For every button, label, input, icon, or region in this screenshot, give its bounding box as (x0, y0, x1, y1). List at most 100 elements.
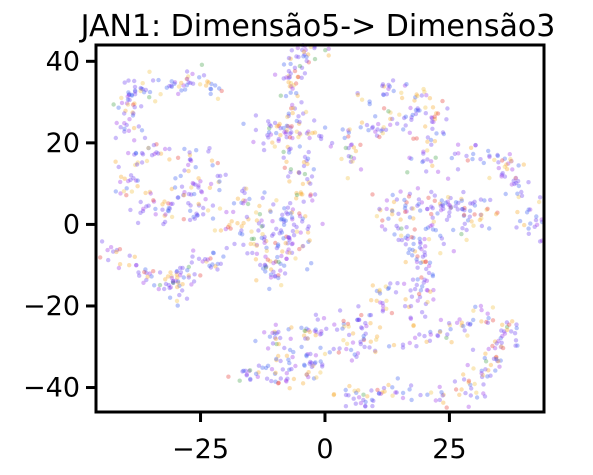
data-point (483, 351, 488, 356)
data-point (143, 190, 148, 196)
data-point (318, 359, 323, 364)
data-point (175, 279, 181, 284)
data-point (223, 172, 228, 177)
data-point (261, 141, 266, 146)
data-point (380, 303, 386, 309)
data-point (425, 288, 430, 293)
data-point (290, 135, 295, 141)
data-point (297, 211, 302, 216)
data-point (362, 344, 367, 350)
data-point (253, 127, 259, 133)
data-point (306, 60, 311, 65)
data-point (239, 200, 244, 205)
data-point (243, 198, 248, 203)
data-point (156, 77, 161, 83)
data-point (284, 129, 289, 134)
data-point (386, 82, 391, 88)
data-point (285, 250, 290, 255)
data-point (381, 385, 387, 391)
data-point (202, 257, 208, 262)
data-point (288, 125, 293, 130)
data-point (283, 378, 289, 383)
data-point (118, 179, 123, 185)
data-point (419, 200, 425, 205)
data-point (289, 106, 294, 111)
data-point (286, 235, 291, 240)
data-point (178, 270, 184, 275)
data-point (241, 201, 246, 206)
data-point (381, 92, 386, 97)
data-point (122, 80, 127, 85)
data-point (306, 149, 311, 155)
x-tick-label: −25 (172, 434, 229, 465)
data-point (179, 184, 185, 189)
data-point (125, 97, 131, 102)
data-point (186, 191, 192, 197)
data-point (420, 284, 425, 289)
data-point (273, 370, 278, 375)
data-point (132, 84, 138, 90)
data-point (515, 178, 521, 184)
data-point (390, 208, 395, 214)
data-point (263, 265, 269, 270)
data-point (422, 277, 427, 282)
data-point (168, 270, 173, 275)
data-point (496, 359, 501, 364)
data-point (509, 182, 514, 187)
data-point (256, 370, 261, 375)
data-point (290, 86, 295, 91)
data-point (342, 324, 347, 329)
data-point (303, 214, 308, 219)
data-point (242, 186, 247, 191)
data-point (139, 128, 145, 133)
data-point (271, 202, 276, 207)
data-point (429, 119, 435, 125)
data-point (500, 171, 505, 176)
data-point (297, 119, 302, 125)
data-point (390, 116, 395, 122)
data-point (142, 135, 148, 141)
data-point (414, 344, 419, 349)
data-point (136, 270, 141, 275)
data-point (388, 122, 393, 128)
data-point (479, 212, 484, 217)
data-point (231, 201, 237, 206)
data-point (304, 354, 309, 359)
data-point (135, 160, 140, 165)
data-point (288, 90, 293, 95)
data-point (295, 74, 300, 80)
data-point (207, 185, 213, 190)
data-point (430, 273, 436, 279)
data-point (286, 75, 291, 81)
data-point (261, 147, 267, 153)
data-point (428, 390, 434, 395)
data-point (274, 245, 280, 251)
data-point (412, 98, 417, 103)
data-point (163, 212, 168, 217)
data-point (312, 361, 317, 366)
data-point (163, 277, 168, 282)
data-point (499, 174, 504, 179)
data-point (132, 88, 138, 93)
data-point (133, 151, 139, 156)
data-point (430, 116, 435, 121)
data-point (144, 158, 150, 164)
data-point (117, 247, 123, 252)
data-point (237, 231, 243, 236)
data-point (272, 335, 278, 340)
data-point (366, 128, 371, 133)
data-point (487, 226, 492, 231)
data-point (508, 157, 513, 162)
data-point (306, 180, 311, 185)
data-point (294, 190, 299, 196)
data-point (262, 262, 267, 267)
data-point (210, 203, 216, 208)
data-point (286, 68, 292, 74)
data-point (478, 303, 484, 309)
data-point (301, 54, 306, 59)
data-point (368, 321, 373, 326)
data-point (397, 112, 402, 117)
data-point (375, 387, 380, 393)
data-point (459, 323, 464, 328)
data-point (249, 236, 254, 242)
